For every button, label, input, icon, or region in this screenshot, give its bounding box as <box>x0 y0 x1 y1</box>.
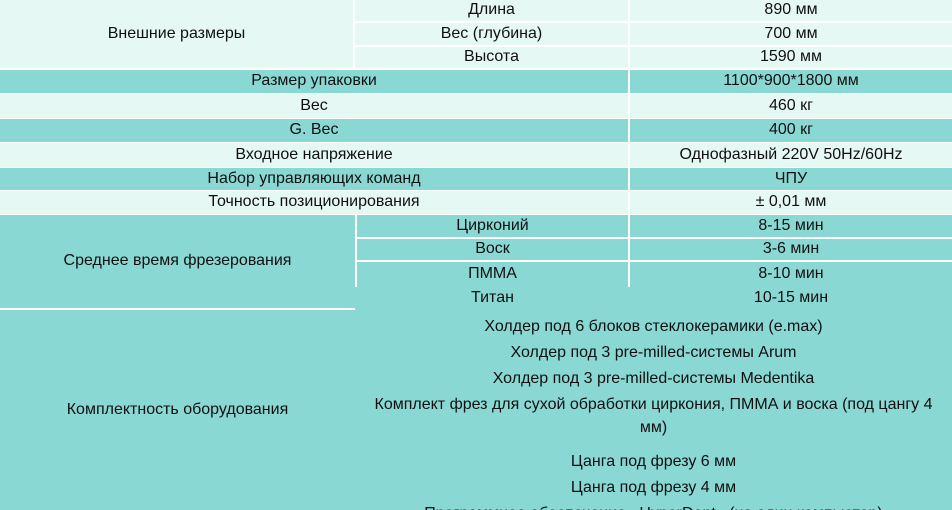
titanium-value: 10-15 мин <box>630 287 952 310</box>
outer-dimensions-label: Внешние размеры <box>0 0 355 70</box>
length-value: 890 мм <box>630 0 952 23</box>
gross-weight-value: 400 кг <box>630 119 952 143</box>
length-param: Длина <box>355 0 630 23</box>
wax-value: 3-6 мин <box>630 239 952 262</box>
equipment-item: Комплект фрез для сухой обработки циркон… <box>374 395 933 436</box>
zirconium-param: Цирконий <box>355 215 630 239</box>
equipment-item: Холдер под 3 pre-milled-системы Medentik… <box>492 369 815 387</box>
equipment-item: Цанга под фрезу 6 мм <box>570 453 737 471</box>
command-set-label: Набор управляющих команд <box>0 168 630 191</box>
wax-param: Воск <box>355 239 630 262</box>
command-set-value: ЧПУ <box>630 168 952 191</box>
titanium-param: Титан <box>355 287 630 310</box>
height-value: 1590 мм <box>630 47 952 70</box>
weight-value: 460 кг <box>630 94 952 119</box>
equipment-item: Цанга под фрезу 4 мм <box>570 479 737 497</box>
packaging-label: Размер упаковки <box>0 70 630 94</box>
input-voltage-value: Однофазный 220V 50Hz/60Hz <box>630 143 952 168</box>
equipment-items: Холдер под 6 блоков стеклокерамики (e.ma… <box>355 310 952 510</box>
depth-value: 700 мм <box>630 23 952 47</box>
equipment-item: Холдер под 3 pre-milled-системы Arum <box>510 343 797 361</box>
positioning-accuracy-value: ± 0,01 мм <box>630 191 952 215</box>
weight-label: Вес <box>0 94 630 119</box>
milling-time-label: Среднее время фрезерования <box>0 215 355 310</box>
gross-weight-label: G. Вес <box>0 119 630 143</box>
equipment-label: Комплектность оборудования <box>0 310 355 510</box>
positioning-accuracy-label: Точность позиционирования <box>0 191 630 215</box>
depth-param: Вес (глубина) <box>355 23 630 47</box>
height-param: Высота <box>355 47 630 70</box>
pmma-param: ПММА <box>355 262 630 287</box>
pmma-value: 8-10 мин <box>630 262 952 287</box>
zirconium-value: 8-15 мин <box>630 215 952 239</box>
packaging-value: 1100*900*1800 мм <box>630 70 952 94</box>
input-voltage-label: Входное напряжение <box>0 143 630 168</box>
equipment-item: Холдер под 6 блоков стеклокерамики (e.ma… <box>484 318 823 335</box>
equipment-item: Программное обеспечение «HyperDent» (на … <box>367 503 940 510</box>
